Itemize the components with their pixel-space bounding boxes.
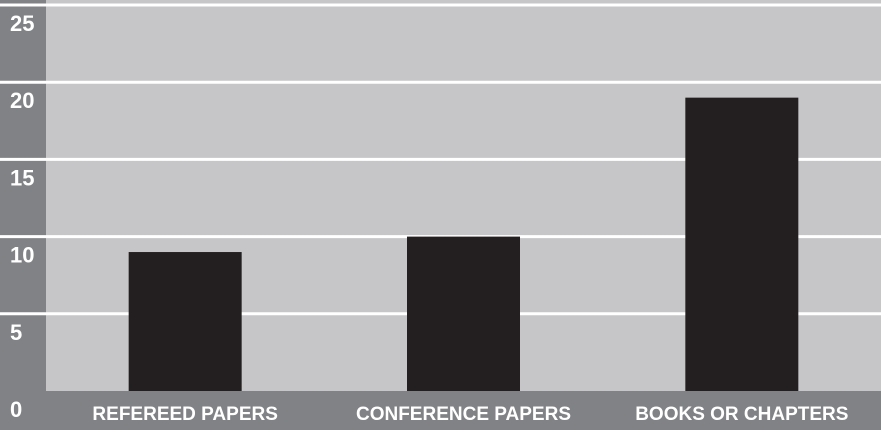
- bar: [407, 236, 520, 391]
- y-tick-label: 0: [10, 397, 22, 422]
- x-category-label: CONFERENCE PAPERS: [356, 404, 571, 425]
- y-tick-label: 10: [10, 243, 34, 268]
- y-tick-labels: 0 5 10 15 20 25: [10, 11, 34, 422]
- y-tick-label: 25: [10, 11, 34, 36]
- x-axis-band: [0, 391, 881, 430]
- y-tick-label: 5: [10, 320, 22, 345]
- y-tick-label: 15: [10, 165, 34, 190]
- bars: [128, 97, 799, 391]
- x-category-label: REFEREED PAPERS: [92, 404, 277, 425]
- x-category-label: BOOKS OR CHAPTERS: [635, 404, 848, 425]
- x-category-labels: REFEREED PAPERS CONFERENCE PAPERS BOOKS OR…: [92, 404, 848, 425]
- y-tick-label: 20: [10, 88, 34, 113]
- bar: [128, 252, 242, 391]
- y-axis-band: [0, 0, 46, 430]
- bar: [685, 97, 799, 391]
